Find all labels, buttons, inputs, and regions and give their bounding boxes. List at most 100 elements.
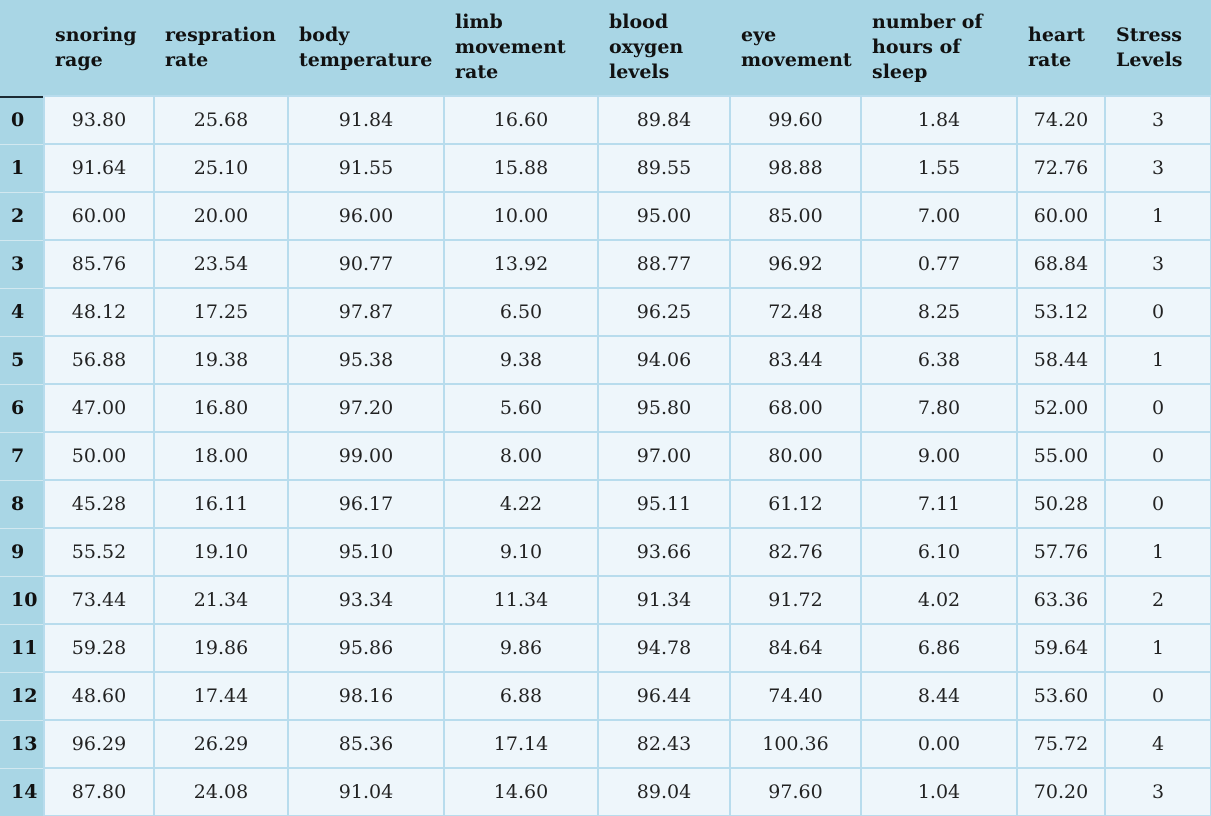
row-index: 1 [0,144,44,193]
table-cell: 84.64 [729,623,862,673]
table-cell: 91.72 [729,575,862,625]
table-cell: 61.12 [729,479,862,529]
row-index: 4 [0,288,44,337]
table-row: 0 93.80 25.68 91.84 16.60 89.84 99.60 1.84 74.20… [0,95,1211,145]
table-cell: 98.16 [287,671,445,721]
table-cell: 91.84 [287,95,445,145]
table-cell: 97.60 [729,767,862,816]
col-header-eye-movement: eye movement [730,0,861,96]
table-cell: 91.64 [43,143,155,193]
table-cell: 6.86 [860,623,1018,673]
table-cell: 0 [1104,287,1211,337]
row-index: 13 [0,720,44,769]
row-index: 7 [0,432,44,481]
table-cell: 0 [1104,479,1211,529]
table-cell: 63.36 [1016,575,1106,625]
table-cell: 93.66 [597,527,731,577]
table-cell: 13.92 [443,239,599,289]
table-cell: 47.00 [43,383,155,433]
table-cell: 95.10 [287,527,445,577]
table-cell: 6.10 [860,527,1018,577]
table-cell: 7.80 [860,383,1018,433]
table-cell: 88.77 [597,239,731,289]
table-cell: 52.00 [1016,383,1106,433]
index-corner [0,0,44,96]
table-cell: 60.00 [1016,191,1106,241]
table-row: 4 48.12 17.25 97.87 6.50 96.25 72.48 8.25 53.12 0 [0,287,1211,337]
table-cell: 17.44 [153,671,289,721]
table-row: 9 55.52 19.10 95.10 9.10 93.66 82.76 6.10 57.76 1 [0,527,1211,577]
table-cell: 72.76 [1016,143,1106,193]
table-cell: 19.86 [153,623,289,673]
table-cell: 100.36 [729,719,862,769]
table-cell: 96.17 [287,479,445,529]
row-index: 10 [0,576,44,625]
table-cell: 89.55 [597,143,731,193]
table-cell: 4 [1104,719,1211,769]
table-row: 1 91.64 25.10 91.55 15.88 89.55 98.88 1.55 72.76… [0,143,1211,193]
table-body: 0 93.80 25.68 91.84 16.60 89.84 99.60 1.84 74.20… [0,95,1211,816]
table-cell: 8.44 [860,671,1018,721]
table-cell: 2 [1104,575,1211,625]
table-cell: 9.10 [443,527,599,577]
table-cell: 17.14 [443,719,599,769]
table-cell: 96.29 [43,719,155,769]
table-cell: 58.44 [1016,335,1106,385]
col-header-respration-rate: respration rate [154,0,288,96]
table-cell: 59.28 [43,623,155,673]
table-cell: 0 [1104,383,1211,433]
table-cell: 1 [1104,191,1211,241]
table-cell: 98.88 [729,143,862,193]
table-cell: 1 [1104,335,1211,385]
table-cell: 85.00 [729,191,862,241]
row-index: 2 [0,192,44,241]
table-cell: 93.80 [43,95,155,145]
table-cell: 75.72 [1016,719,1106,769]
col-header-hours-of-sleep: number of hours of sleep [861,0,1017,96]
row-index: 9 [0,528,44,577]
table-cell: 97.87 [287,287,445,337]
table-cell: 80.00 [729,431,862,481]
table-cell: 99.60 [729,95,862,145]
table-cell: 45.28 [43,479,155,529]
table-cell: 50.28 [1016,479,1106,529]
table-cell: 85.76 [43,239,155,289]
table-row: 12 48.60 17.44 98.16 6.88 96.44 74.40 8.44 53.60… [0,671,1211,721]
table-cell: 17.25 [153,287,289,337]
table-row: 8 45.28 16.11 96.17 4.22 95.11 61.12 7.11 50.28 0 [0,479,1211,529]
table-cell: 55.52 [43,527,155,577]
table-cell: 1.55 [860,143,1018,193]
table-cell: 8.25 [860,287,1018,337]
table-cell: 4.02 [860,575,1018,625]
col-header-heart-rate: heart rate [1017,0,1105,96]
col-header-body-temperature: body temperature [288,0,444,96]
table-cell: 9.86 [443,623,599,673]
table-cell: 91.04 [287,767,445,816]
table-cell: 60.00 [43,191,155,241]
table-cell: 10.00 [443,191,599,241]
table-cell: 25.68 [153,95,289,145]
table-cell: 96.44 [597,671,731,721]
table-cell: 3 [1104,767,1211,816]
table-cell: 48.60 [43,671,155,721]
table-cell: 3 [1104,143,1211,193]
table-cell: 74.40 [729,671,862,721]
table-cell: 1 [1104,527,1211,577]
table-cell: 21.34 [153,575,289,625]
table-row: 7 50.00 18.00 99.00 8.00 97.00 80.00 9.00 55.00 0 [0,431,1211,481]
table-cell: 26.29 [153,719,289,769]
table-cell: 68.84 [1016,239,1106,289]
table-cell: 87.80 [43,767,155,816]
table-cell: 16.60 [443,95,599,145]
table-cell: 18.00 [153,431,289,481]
table-cell: 5.60 [443,383,599,433]
table-cell: 89.04 [597,767,731,816]
row-index: 12 [0,672,44,721]
table-row: 2 60.00 20.00 96.00 10.00 95.00 85.00 7.00 60.00… [0,191,1211,241]
row-index: 11 [0,624,44,673]
table-cell: 8.00 [443,431,599,481]
table-row: 13 96.29 26.29 85.36 17.14 82.43 100.36 0.00 75.… [0,719,1211,769]
table-cell: 20.00 [153,191,289,241]
table-cell: 96.00 [287,191,445,241]
